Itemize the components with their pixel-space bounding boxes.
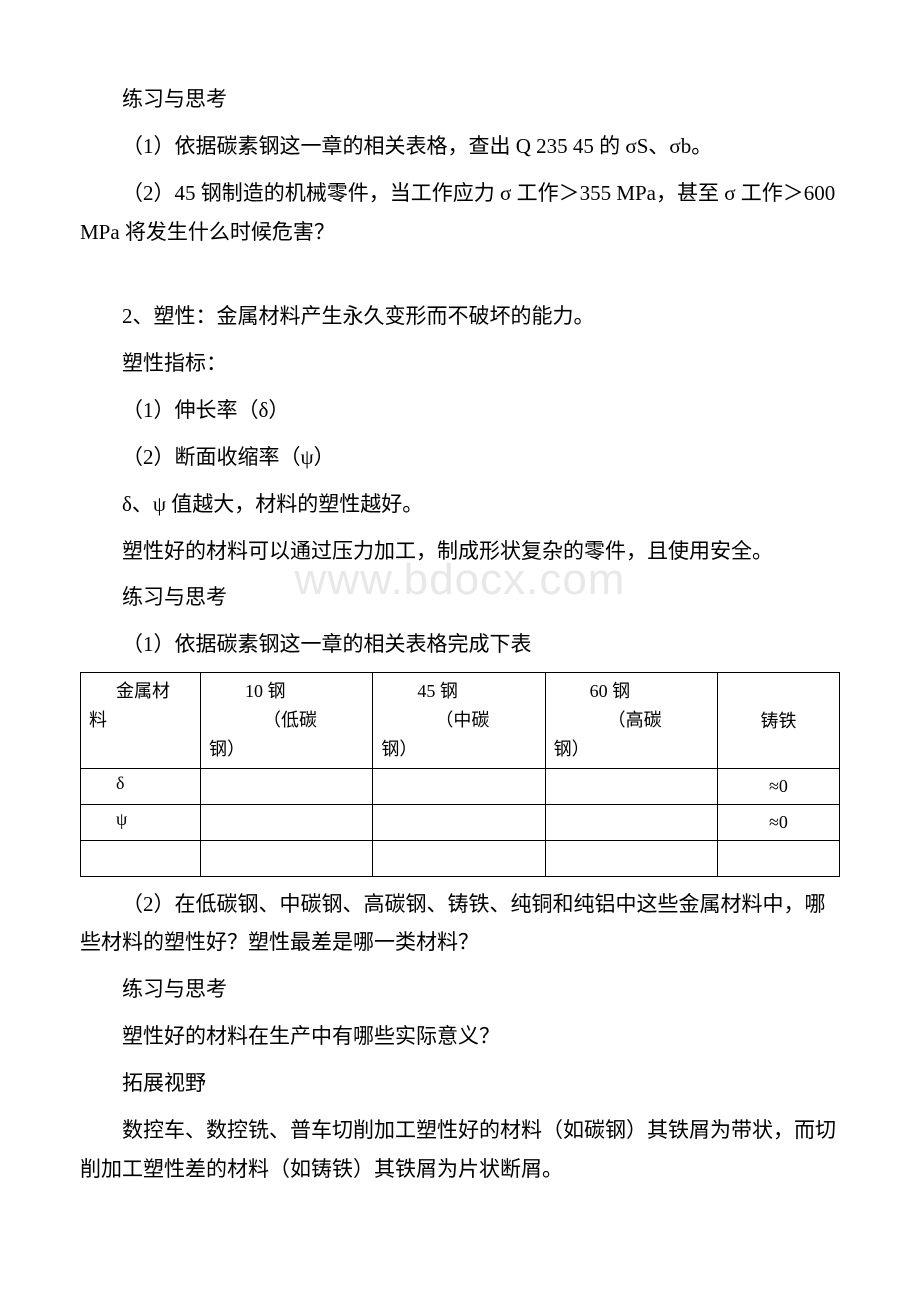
para-plasticity-def: 2、塑性：金属材料产生永久变形而不破坏的能力。 xyxy=(80,297,840,336)
header-line: 钢） xyxy=(381,735,536,764)
heading-expand-vision: 拓展视野 xyxy=(80,1064,840,1103)
table-cell xyxy=(81,840,201,876)
table-row: δ ≈0 xyxy=(81,768,840,804)
table-cell-delta: δ xyxy=(81,768,201,804)
para-area-reduction: （2）断面收缩率（ψ） xyxy=(80,438,840,477)
para-q2: （2）45 钢制造的机械零件，当工作应力 σ 工作＞355 MPa，甚至 σ 工… xyxy=(80,174,840,252)
table-header-45steel: 45 钢 （中碳 钢） xyxy=(373,673,545,768)
header-line: （低碳 xyxy=(209,706,364,735)
table-cell xyxy=(201,804,373,840)
para-table-intro: （1）依据碳素钢这一章的相关表格完成下表 xyxy=(80,625,840,664)
table-cell xyxy=(545,804,717,840)
header-line: 45 钢 xyxy=(381,677,536,706)
material-table: 金属材 料 10 钢 （低碳 钢） 45 钢 （中碳 钢） xyxy=(80,672,840,876)
header-line: 钢） xyxy=(209,735,364,764)
table-cell xyxy=(545,768,717,804)
header-line: 钢） xyxy=(554,735,709,764)
table-cell xyxy=(718,840,840,876)
header-line: 金属材 xyxy=(89,677,192,706)
para-elongation: （1）伸长率（δ） xyxy=(80,391,840,430)
table-header-material: 金属材 料 xyxy=(81,673,201,768)
table-cell-value: ≈0 xyxy=(718,768,840,804)
header-line: 60 钢 xyxy=(554,677,709,706)
table-cell xyxy=(201,768,373,804)
document-content: 练习与思考 （1）依据碳素钢这一章的相关表格，查出 Q 235 45 的 σS、… xyxy=(80,80,840,1188)
para-cnc-cutting: 数控车、数控铣、普车切削加工塑性好的材料（如碳钢）其铁屑为带状，而切削加工塑性差… xyxy=(80,1111,840,1189)
para-plasticity-index: 塑性指标： xyxy=(80,344,840,383)
table-cell xyxy=(545,840,717,876)
heading-practice-3: 练习与思考 xyxy=(80,970,840,1009)
table-cell xyxy=(373,840,545,876)
para-delta-psi: δ、ψ 值越大，材料的塑性越好。 xyxy=(80,485,840,524)
header-line: （高碳 xyxy=(554,706,709,735)
table-cell xyxy=(201,840,373,876)
para-plasticity-good: 塑性好的材料可以通过压力加工，制成形状复杂的零件，且使用安全。 xyxy=(80,532,840,571)
table-cell-value: ≈0 xyxy=(718,804,840,840)
table-row: ψ ≈0 xyxy=(81,804,840,840)
table-cell-psi: ψ xyxy=(81,804,201,840)
heading-practice-2: 练习与思考 xyxy=(80,578,840,617)
table-header-row: 金属材 料 10 钢 （低碳 钢） 45 钢 （中碳 钢） xyxy=(81,673,840,768)
para-q1: （1）依据碳素钢这一章的相关表格，查出 Q 235 45 的 σS、σb。 xyxy=(80,127,840,166)
para-practical-meaning: 塑性好的材料在生产中有哪些实际意义？ xyxy=(80,1017,840,1056)
header-line: 料 xyxy=(89,706,192,735)
table-cell xyxy=(373,768,545,804)
table-header-castiron: 铸铁 xyxy=(718,673,840,768)
para-q2-plasticity: （2）在低碳钢、中碳钢、高碳钢、铸铁、纯铜和纯铝中这些金属材料中，哪些材料的塑性… xyxy=(80,885,840,963)
table-cell xyxy=(373,804,545,840)
heading-practice-1: 练习与思考 xyxy=(80,80,840,119)
header-line: 10 钢 xyxy=(209,677,364,706)
table-row xyxy=(81,840,840,876)
table-header-60steel: 60 钢 （高碳 钢） xyxy=(545,673,717,768)
table-header-10steel: 10 钢 （低碳 钢） xyxy=(201,673,373,768)
header-line: （中碳 xyxy=(381,706,536,735)
spacer xyxy=(80,259,840,297)
